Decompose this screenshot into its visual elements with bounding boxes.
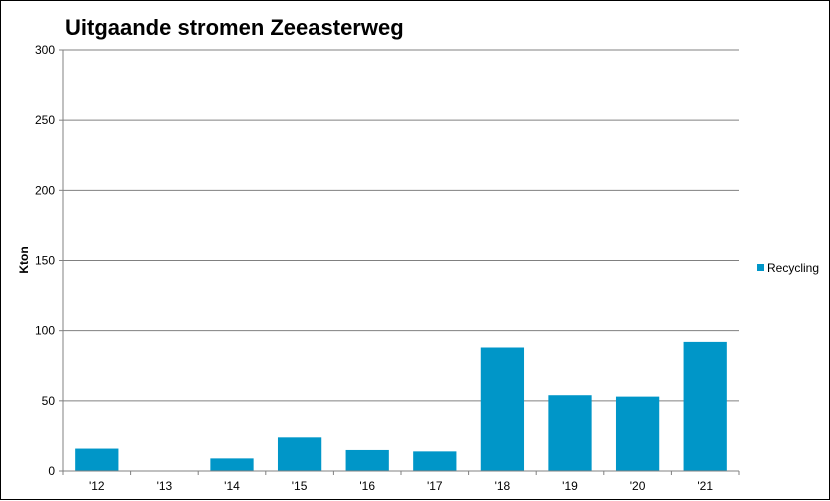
legend-swatch-recycling	[757, 264, 764, 271]
x-tick-label: '17	[427, 479, 443, 493]
y-tick-labels: 0 50 100 150 200 250 300	[35, 43, 55, 478]
gridlines	[59, 49, 740, 475]
x-tick-label: '19	[562, 479, 578, 493]
x-tick-label: '18	[495, 479, 511, 493]
bar-18	[480, 347, 525, 471]
x-tick-label: '15	[292, 479, 308, 493]
y-tick-label: 0	[48, 464, 55, 478]
legend-label-recycling: Recycling	[767, 261, 819, 275]
y-tick-label: 200	[35, 183, 55, 197]
chart-title: Uitgaande stromen Zeeasterweg	[65, 15, 404, 40]
y-tick-label: 250	[35, 113, 55, 127]
x-tick-label: '20	[630, 479, 646, 493]
y-tick-label: 300	[35, 43, 55, 57]
x-tick-label: '13	[157, 479, 173, 493]
bar-21	[683, 341, 727, 471]
bar-12	[75, 448, 119, 471]
bar-16	[345, 449, 389, 471]
y-tick-label: 150	[35, 254, 55, 268]
y-tick-label: 50	[42, 394, 56, 408]
bar-20	[615, 396, 660, 471]
bar-17	[413, 451, 457, 471]
x-tick-label: '14	[224, 479, 240, 493]
y-axis-label: Kton	[17, 246, 31, 273]
bar-19	[548, 395, 592, 471]
axes	[62, 50, 739, 472]
bars	[75, 341, 727, 471]
x-tick-label: '12	[89, 479, 105, 493]
x-tick-label: '16	[359, 479, 375, 493]
y-tick-label: 100	[35, 324, 55, 338]
x-tick-label: '21	[697, 479, 713, 493]
bar-14	[210, 458, 254, 471]
legend: Recycling	[757, 261, 819, 275]
bar-15	[277, 437, 322, 471]
x-tick-labels: '12 '13 '14 '15 '16 '17 '18 '19 '20 '21	[89, 479, 713, 493]
